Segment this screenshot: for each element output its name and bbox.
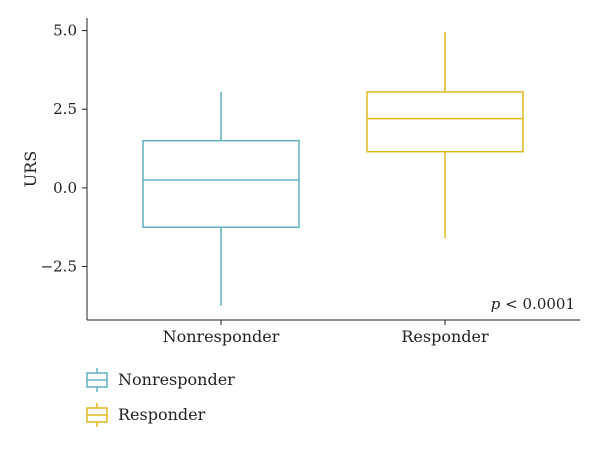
iqr-box — [366, 91, 524, 153]
y-tick-label: 0.0 — [53, 179, 77, 197]
box-nonresponder — [142, 91, 300, 306]
y-tick-label: 2.5 — [53, 100, 77, 118]
box-responder — [366, 32, 524, 239]
legend: Nonresponder Responder — [86, 368, 235, 427]
legend-label: Responder — [118, 405, 206, 424]
p-value-text: < 0.0001 — [500, 295, 575, 313]
y-tick-label: 5.0 — [53, 22, 77, 40]
y-ticks: −2.5 0.0 2.5 5.0 — [41, 22, 87, 276]
p-value-annotation: p < 0.0001 — [491, 295, 575, 313]
axes — [86, 18, 580, 321]
p-value-symbol: p — [491, 295, 501, 313]
legend-item-nonresponder: Nonresponder — [86, 368, 235, 392]
x-category-label: Responder — [401, 327, 489, 346]
x-category-labels: Nonresponder Responder — [163, 320, 489, 346]
x-category-label: Nonresponder — [163, 327, 280, 346]
y-tick-label: −2.5 — [41, 258, 77, 276]
iqr-box — [142, 139, 300, 228]
legend-item-responder: Responder — [86, 403, 206, 427]
y-axis-title: URS — [21, 151, 40, 188]
boxes — [142, 32, 524, 306]
legend-label: Nonresponder — [118, 370, 235, 389]
